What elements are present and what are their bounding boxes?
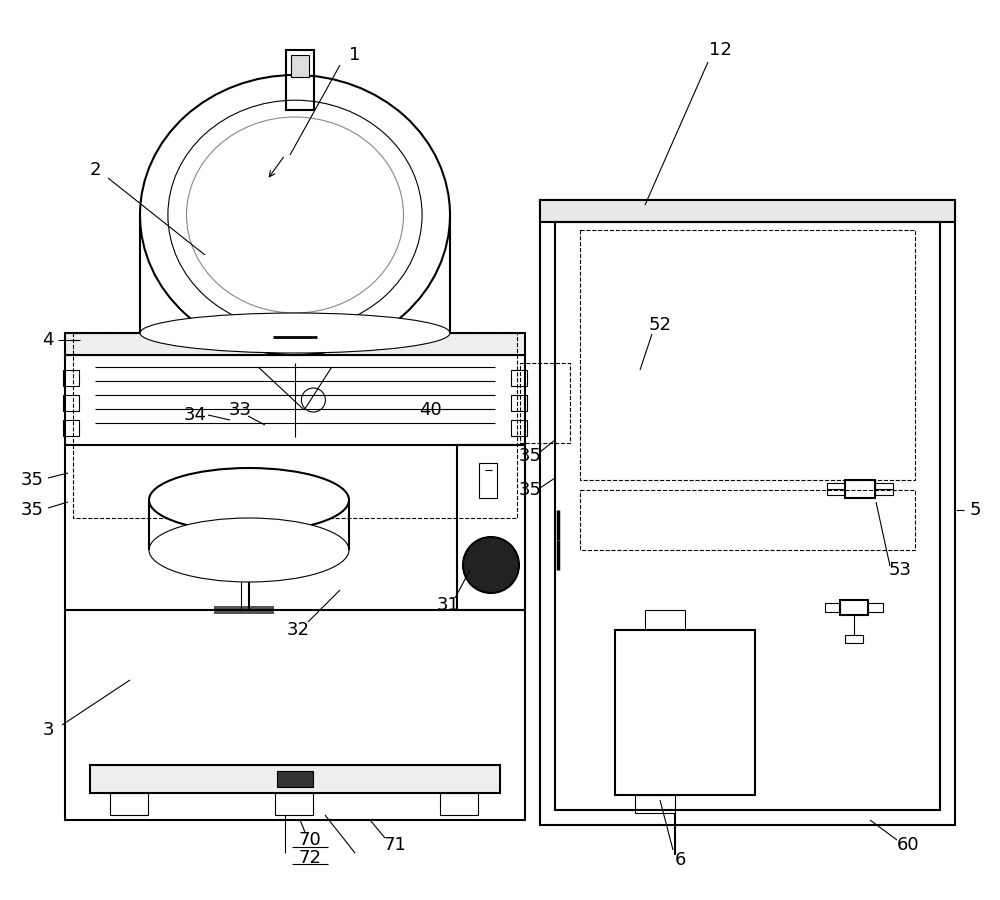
Text: 40: 40	[419, 401, 441, 419]
Text: 6: 6	[674, 851, 686, 869]
Bar	[511, 395, 527, 411]
Bar	[840, 600, 868, 615]
Bar	[63, 395, 79, 411]
Bar	[110, 793, 148, 815]
Text: 60: 60	[897, 836, 919, 854]
Text: 52: 52	[648, 316, 672, 334]
Bar	[286, 50, 314, 110]
Text: 32: 32	[287, 621, 310, 639]
Text: 35: 35	[518, 447, 542, 465]
Ellipse shape	[149, 468, 349, 532]
Text: 1: 1	[349, 46, 361, 64]
Text: 5: 5	[969, 501, 981, 519]
Bar	[511, 420, 527, 436]
Bar	[580, 490, 915, 550]
Bar	[90, 765, 500, 793]
Bar	[580, 230, 915, 480]
Bar	[825, 603, 840, 612]
Bar	[520, 363, 570, 443]
Bar	[868, 603, 883, 612]
Bar	[479, 463, 497, 498]
Text: 35: 35	[518, 481, 542, 499]
Bar	[540, 200, 955, 222]
Bar	[827, 483, 845, 495]
Circle shape	[301, 388, 325, 412]
Bar	[845, 480, 875, 498]
Bar	[63, 370, 79, 386]
Ellipse shape	[149, 518, 349, 582]
Text: 34: 34	[184, 406, 207, 424]
Bar	[440, 793, 478, 815]
Text: 70: 70	[299, 831, 321, 849]
Bar	[214, 606, 274, 614]
Text: 4: 4	[42, 331, 54, 349]
Bar	[635, 795, 675, 813]
Bar	[540, 200, 955, 825]
Text: 53: 53	[889, 561, 912, 579]
Bar	[291, 55, 309, 77]
Ellipse shape	[140, 75, 450, 355]
Text: 33: 33	[228, 401, 252, 419]
Text: 12: 12	[709, 41, 731, 59]
Bar	[65, 333, 525, 355]
Ellipse shape	[186, 117, 404, 313]
Bar	[555, 222, 940, 810]
Text: 72: 72	[298, 849, 322, 867]
Bar	[511, 370, 527, 386]
Bar	[845, 635, 863, 643]
Bar	[65, 355, 525, 820]
Bar	[457, 445, 525, 610]
Text: 2: 2	[89, 161, 101, 179]
Bar	[275, 793, 313, 815]
Text: 35: 35	[20, 471, 44, 489]
Text: 71: 71	[384, 836, 406, 854]
Bar	[615, 630, 755, 795]
Circle shape	[463, 537, 519, 593]
Bar	[63, 420, 79, 436]
Bar	[277, 771, 313, 787]
Text: 31: 31	[437, 596, 459, 614]
Text: 3: 3	[42, 721, 54, 739]
Bar	[73, 333, 517, 518]
Text: 35: 35	[20, 501, 44, 519]
Ellipse shape	[140, 313, 450, 353]
Ellipse shape	[168, 100, 422, 329]
Bar	[875, 483, 893, 495]
